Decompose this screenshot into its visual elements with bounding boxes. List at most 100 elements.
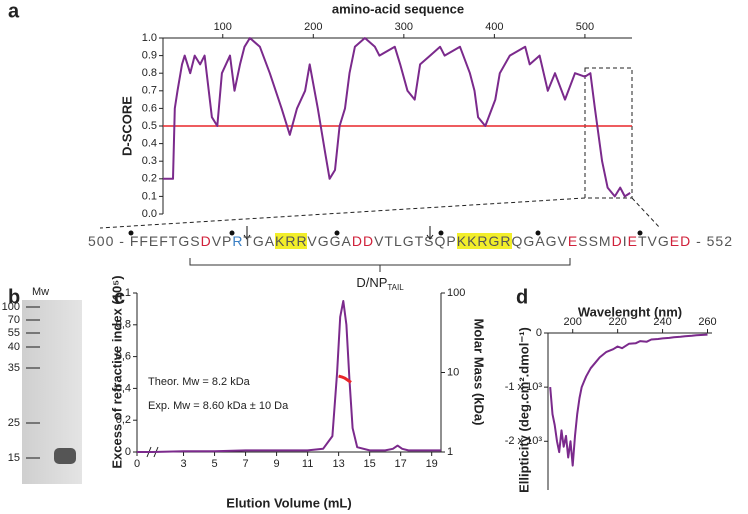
gel-marker: 70 bbox=[8, 314, 20, 326]
y-tick-label: 0,8 bbox=[116, 319, 131, 331]
x-tick-label: 19 bbox=[426, 458, 438, 470]
y-tick-label: 0.7 bbox=[142, 85, 157, 97]
gel-marker: 40 bbox=[8, 341, 20, 353]
y2-tick-label: 1 bbox=[447, 446, 453, 458]
y-axis-label: Excess of refractive index (10⁵) bbox=[109, 275, 124, 468]
y-tick-label: 0,2 bbox=[116, 414, 131, 426]
residue-segment: TVG bbox=[637, 233, 670, 249]
residue-segment: ED bbox=[669, 233, 692, 249]
y-tick-label: 0.4 bbox=[142, 138, 157, 150]
gel-marker: 35 bbox=[8, 362, 20, 374]
x-tick-label: 400 bbox=[485, 21, 503, 33]
y-tick-label: 0.9 bbox=[142, 50, 157, 62]
protein-band bbox=[54, 448, 76, 464]
x-tick-label: 15 bbox=[364, 458, 376, 470]
x-tick-label: 13 bbox=[333, 458, 345, 470]
x-axis-label: Wavelenght (nm) bbox=[578, 304, 682, 319]
x-tick-label: 500 bbox=[576, 21, 594, 33]
y-tick-label: 0.5 bbox=[142, 120, 157, 132]
y-tick-label: 0.6 bbox=[142, 102, 157, 114]
data-line bbox=[137, 300, 441, 453]
gel-marker: 15 bbox=[8, 452, 20, 464]
panel-label: c bbox=[114, 286, 125, 308]
sequence: 500 - FFEFTGSDVPRTGAKRRVGGADDVTLGTSQPKKR… bbox=[88, 233, 733, 249]
tail-label: D/NPTAIL bbox=[356, 275, 404, 292]
residue-segment: D bbox=[200, 233, 212, 249]
arrows bbox=[243, 226, 434, 240]
x-tick-label: 11 bbox=[302, 458, 313, 470]
y-tick-label: 0.1 bbox=[142, 190, 157, 202]
y2-tick-label: 100 bbox=[447, 287, 465, 299]
residue-segment: KRR bbox=[275, 233, 308, 249]
data-line bbox=[163, 37, 631, 198]
x-tick-label: 300 bbox=[395, 21, 413, 33]
gel-marker: 100 bbox=[2, 301, 20, 313]
x-tick-label: 7 bbox=[243, 458, 249, 470]
y-tick-label: 0 bbox=[125, 446, 131, 458]
y2-tick-label: 10 bbox=[447, 366, 459, 378]
residue-segment: D bbox=[611, 233, 623, 249]
zoom-line bbox=[631, 197, 661, 229]
seq-start: 500 - bbox=[88, 233, 125, 249]
residue-segment: TGA bbox=[243, 233, 276, 249]
x-tick-label: 260 bbox=[698, 316, 716, 328]
ladder bbox=[26, 306, 40, 459]
x-tick-label: 3 bbox=[180, 458, 186, 470]
x-tick-label: 200 bbox=[304, 21, 322, 33]
data-line bbox=[549, 333, 708, 467]
residue-segment: I bbox=[622, 233, 628, 249]
seq-end: - 552 bbox=[696, 233, 733, 249]
panel-label: b bbox=[8, 286, 20, 308]
residue-segment: FFEFTGS bbox=[129, 233, 201, 249]
y-tick-label: 0.2 bbox=[142, 173, 157, 185]
residue-segment: SSM bbox=[578, 233, 612, 249]
residue-segment: KKRGR bbox=[456, 233, 512, 249]
x-tick-label: 9 bbox=[274, 458, 280, 470]
tail-bracket bbox=[189, 258, 571, 272]
annotation: Exp. Mw = 8.60 kDa ± 10 Da bbox=[148, 400, 289, 412]
residue-segment: VGGA bbox=[307, 233, 352, 249]
position-dots bbox=[128, 230, 643, 236]
y-axis-label: Ellipticity (deg.cm².dmol⁻¹) bbox=[516, 327, 531, 493]
y-tick-label: 0.0 bbox=[142, 208, 157, 220]
y-tick-label: -1 x 10³ bbox=[505, 381, 543, 393]
x-axis-label: Elution Volume (mL) bbox=[226, 495, 351, 510]
x-tick-label: 200 bbox=[564, 316, 582, 328]
x-tick-label: 100 bbox=[214, 21, 232, 33]
gel-header: Mw bbox=[32, 286, 49, 298]
y-tick-label: 0.8 bbox=[142, 67, 157, 79]
y-tick-label: 1.0 bbox=[142, 32, 157, 44]
x-tick-label: 0 bbox=[134, 458, 140, 470]
zoom-box bbox=[584, 67, 633, 199]
tail-label-sub: TAIL bbox=[387, 283, 404, 292]
y-tick-label: 0,6 bbox=[116, 351, 131, 363]
y-tick-label: -2 x 10³ bbox=[505, 435, 543, 447]
residue-segment: E bbox=[567, 233, 579, 249]
x-axis-label: amino-acid sequence bbox=[332, 1, 464, 16]
residue-segment: VTLGTSQP bbox=[374, 233, 457, 249]
zoom-line bbox=[99, 197, 586, 229]
x-tick-label: 220 bbox=[608, 316, 626, 328]
annotation: Theor. Mw = 8.2 kDa bbox=[148, 376, 251, 388]
residue-segment: QGAGV bbox=[511, 233, 568, 249]
data-line bbox=[338, 374, 352, 384]
y-tick-label: 1 bbox=[125, 287, 131, 299]
residue-segment: E bbox=[627, 233, 638, 249]
y-tick-label: 0 bbox=[536, 327, 542, 339]
panel-label: d bbox=[516, 286, 528, 308]
panel-label: a bbox=[8, 0, 20, 22]
y2-axis-label: Molar Mass (kDa) bbox=[472, 319, 487, 426]
y-axis-label: D-SCORE bbox=[119, 96, 134, 156]
residue-segment: R bbox=[232, 233, 244, 249]
x-tick-label: 240 bbox=[653, 316, 671, 328]
tail-label-main: D/NP bbox=[356, 275, 387, 290]
gel-marker: 25 bbox=[8, 417, 20, 429]
residues: FFEFTGSDVPRTGAKRRVGGADDVTLGTSQPKKRGRQGAG… bbox=[130, 233, 691, 249]
gel-marker: 55 bbox=[8, 327, 20, 339]
x-tick-label: 17 bbox=[395, 458, 407, 470]
y-tick-label: 0.3 bbox=[142, 155, 157, 167]
x-tick-label: 5 bbox=[211, 458, 217, 470]
residue-segment: DD bbox=[351, 233, 375, 249]
